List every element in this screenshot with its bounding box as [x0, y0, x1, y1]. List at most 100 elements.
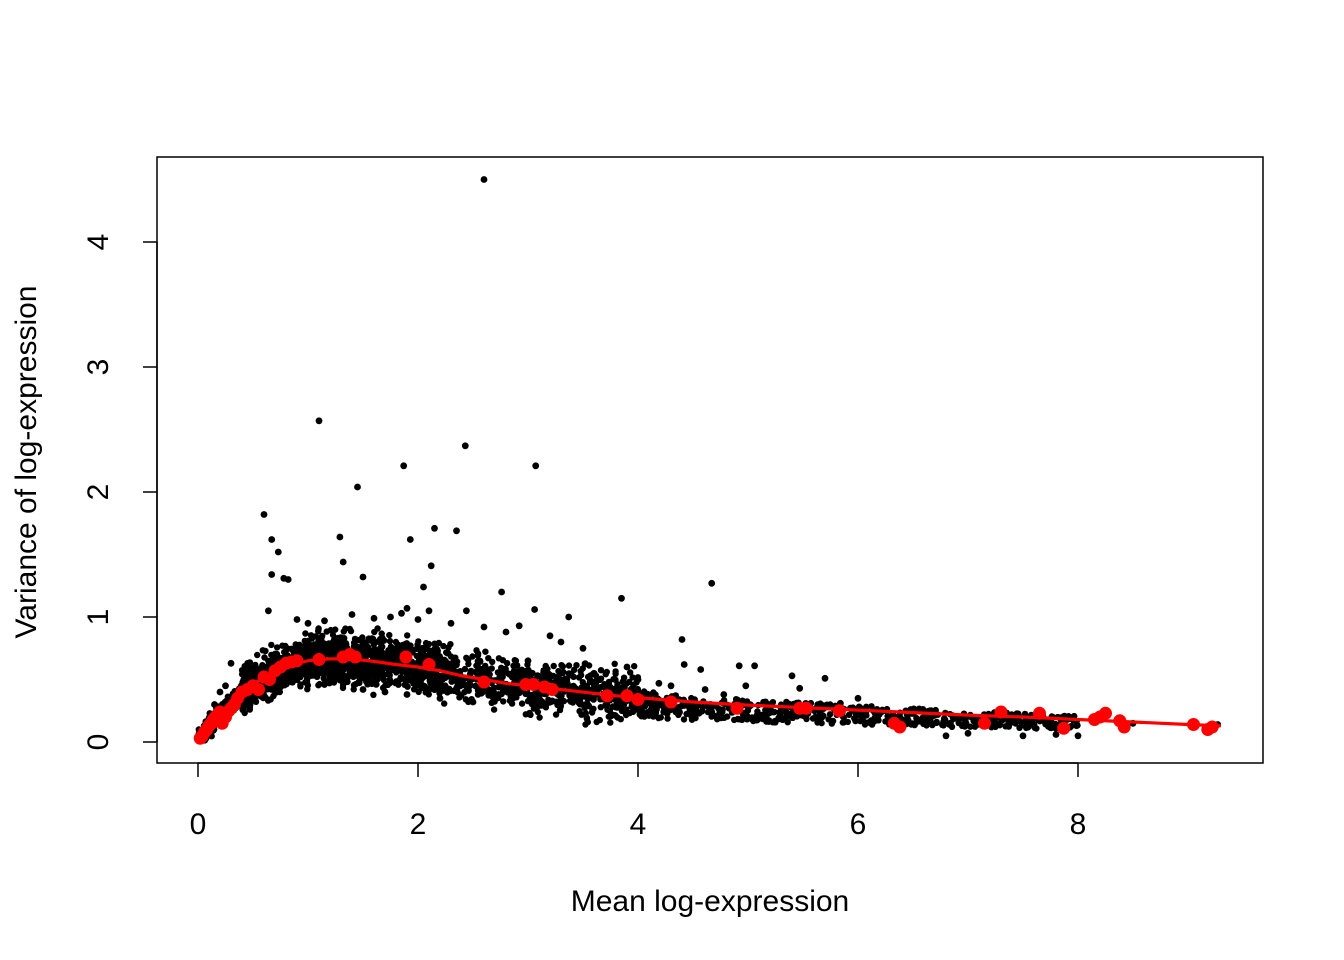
gene-point [222, 682, 229, 690]
cloud-point [557, 677, 565, 684]
gene-point [565, 613, 573, 621]
fit-point [290, 654, 304, 668]
cloud-point [629, 674, 636, 681]
gene-point [400, 462, 408, 470]
cloud-point [365, 648, 372, 656]
cloud-point [546, 671, 554, 679]
fit-point [477, 675, 491, 689]
cloud-point [754, 708, 761, 715]
cloud-point [916, 705, 923, 712]
cloud-point [511, 657, 518, 664]
cloud-point [383, 650, 391, 657]
fit-point [399, 650, 413, 664]
cloud-point [259, 662, 266, 669]
gene-points-layer [200, 176, 1222, 740]
cloud-point [1002, 723, 1009, 730]
cloud-point [454, 689, 461, 696]
cloud-point [434, 649, 441, 656]
cloud-point [361, 644, 368, 651]
cloud-point [750, 717, 757, 725]
cloud-point [534, 708, 542, 716]
gene-point [532, 462, 540, 470]
cloud-point [526, 694, 534, 702]
cloud-point [482, 648, 489, 655]
cloud-point [404, 632, 411, 639]
gene-point [469, 698, 477, 706]
gene-point [701, 686, 709, 693]
fit-point [348, 650, 362, 664]
cloud-point [344, 678, 351, 686]
cloud-point [789, 714, 796, 721]
cloud-point [664, 715, 671, 722]
cloud-point [457, 682, 464, 690]
x-tick-label: 6 [850, 808, 867, 841]
gene-point [381, 688, 389, 696]
x-tick-label: 4 [630, 808, 647, 841]
cloud-point [311, 669, 318, 677]
gene-point [304, 619, 312, 627]
cloud-point [420, 683, 427, 691]
gene-point [461, 442, 469, 450]
cloud-point [828, 720, 835, 727]
gene-point [321, 617, 328, 625]
cloud-point [370, 691, 377, 698]
cloud-point [942, 717, 949, 725]
cloud-point [762, 706, 769, 714]
cloud-point [1024, 724, 1032, 731]
cloud-point [310, 648, 317, 655]
cloud-point [386, 637, 394, 645]
gene-point [268, 536, 276, 543]
cloud-point [823, 701, 831, 708]
cloud-point [555, 668, 562, 675]
cloud-point [683, 710, 690, 718]
cloud-point [305, 665, 313, 672]
cloud-point [447, 674, 455, 681]
cloud-point [465, 687, 472, 694]
cloud-point [301, 651, 308, 658]
x-tick-label: 8 [1070, 808, 1087, 841]
fit-point [1099, 706, 1112, 720]
cloud-point [488, 699, 495, 706]
cloud-point [426, 677, 434, 684]
gene-point [315, 417, 323, 425]
cloud-point [970, 717, 977, 725]
cloud-point [695, 710, 703, 717]
x-axis: 0 2 4 6 8 [190, 762, 1087, 841]
cloud-point [297, 673, 304, 681]
cloud-point [763, 718, 770, 725]
cloud-point [904, 713, 911, 720]
gene-point [436, 694, 444, 702]
cloud-point [614, 714, 621, 721]
y-tick-label: 1 [82, 609, 115, 626]
gene-point [359, 573, 367, 581]
cloud-point [610, 676, 617, 683]
cloud-point [971, 723, 979, 730]
cloud-point [292, 671, 299, 678]
gene-point [326, 669, 334, 677]
cloud-point [557, 702, 564, 709]
cloud-point [374, 625, 381, 632]
cloud-point [268, 657, 276, 664]
cloud-point [358, 673, 366, 680]
cloud-point [365, 637, 372, 644]
cloud-point [536, 695, 543, 702]
cloud-point [351, 672, 358, 679]
cloud-point [1018, 721, 1026, 729]
gene-point [359, 686, 367, 693]
cloud-point [468, 667, 475, 675]
cloud-point [460, 676, 467, 684]
gene-point [370, 614, 378, 622]
cloud-point [611, 660, 618, 667]
gene-point [854, 694, 862, 702]
cloud-point [242, 700, 249, 708]
cloud-point [238, 667, 246, 674]
gene-point [590, 669, 598, 677]
cloud-point [1046, 723, 1054, 730]
cloud-point [341, 635, 348, 642]
gene-point [403, 604, 411, 612]
cloud-point [443, 649, 450, 656]
gene-point [403, 691, 411, 698]
cloud-point [339, 681, 347, 689]
